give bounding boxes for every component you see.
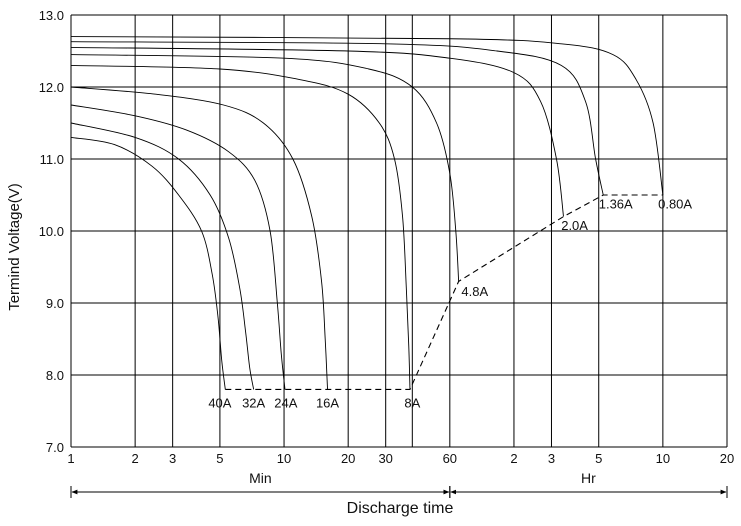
series-line bbox=[70, 54, 460, 282]
x-tick-label: 20 bbox=[341, 451, 355, 466]
y-tick-label: 11.0 bbox=[40, 152, 64, 167]
x-tick-label: 3 bbox=[548, 451, 555, 466]
grid bbox=[70, 14, 728, 448]
x-tick-label: 60 bbox=[443, 451, 457, 466]
x-tick-label: 2 bbox=[510, 451, 517, 466]
series-label: 40A bbox=[208, 395, 231, 410]
x-tick-label: 3 bbox=[169, 451, 176, 466]
series-line bbox=[70, 36, 664, 196]
y-tick-label: 13.0 bbox=[39, 8, 64, 23]
x-tick-label: 10 bbox=[277, 451, 291, 466]
x-tick-label: 1 bbox=[67, 451, 74, 466]
y-tick-label: 8.0 bbox=[46, 368, 64, 383]
x-axis-label: Discharge time bbox=[347, 500, 454, 517]
x-tick-label: 5 bbox=[595, 451, 602, 466]
section-label: Min bbox=[249, 470, 272, 486]
end-voltage-line bbox=[225, 194, 663, 390]
series-line bbox=[70, 122, 255, 390]
y-tick-label: 9.0 bbox=[46, 296, 64, 311]
series-labels: 40A 32A 24A 16A 8A 4.8A 2.0A 1.36A 0.80A bbox=[208, 197, 692, 411]
series-line bbox=[70, 86, 328, 390]
series-label: 2.0A bbox=[561, 218, 588, 233]
series-line bbox=[70, 136, 226, 390]
series-label: 8A bbox=[404, 395, 420, 410]
series-line bbox=[70, 41, 604, 196]
section-label: Hr bbox=[581, 470, 596, 486]
y-tick-label: 12.0 bbox=[39, 80, 64, 95]
x-sections: Min Hr bbox=[70, 470, 728, 498]
series-line bbox=[70, 104, 286, 390]
x-tick-label: 20 bbox=[720, 451, 734, 466]
y-axis-label: Termind Voltage(V) bbox=[6, 183, 23, 311]
x-tick-label: 30 bbox=[378, 451, 392, 466]
x-tick-label: 5 bbox=[216, 451, 223, 466]
series-line bbox=[70, 64, 411, 390]
x-tick-label: 2 bbox=[132, 451, 139, 466]
series-label: 0.80A bbox=[658, 197, 692, 212]
tick-labels: 7.0 8.0 9.0 10.0 11.0 12.0 13.0 1 2 3 5 10 20 30 60 2 3 5… bbox=[39, 8, 735, 466]
series-label: 32A bbox=[242, 395, 265, 410]
series-label: 1.36A bbox=[599, 197, 633, 212]
series-label: 4.8A bbox=[461, 284, 488, 299]
y-tick-label: 7.0 bbox=[46, 440, 64, 455]
y-tick-label: 10.0 bbox=[39, 224, 64, 239]
series-label: 16A bbox=[316, 395, 339, 410]
series-curves bbox=[70, 36, 664, 390]
x-tick-label: 10 bbox=[656, 451, 670, 466]
series-label: 24A bbox=[274, 395, 297, 410]
series-line bbox=[70, 46, 564, 217]
end-voltage-dashed bbox=[225, 194, 663, 390]
